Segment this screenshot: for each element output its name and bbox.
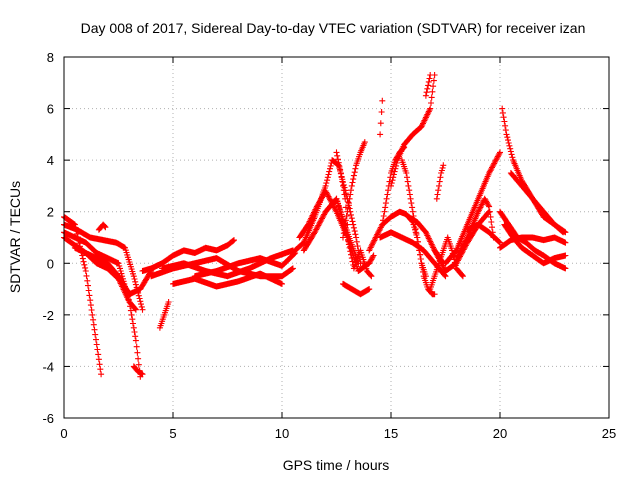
- y-tick-label: 2: [47, 205, 54, 220]
- series-arc-20: [340, 280, 373, 298]
- axis-ticks: 0 5 10 15 20 25 -6 -4 -2 0 2 4 6 8: [42, 50, 616, 441]
- y-tick-label: -4: [42, 359, 54, 374]
- x-tick-label: 10: [275, 426, 289, 441]
- series-markers: [377, 97, 386, 138]
- series-arc-8: [156, 299, 172, 331]
- series-markers: [442, 149, 503, 267]
- x-tick-label: 5: [169, 426, 176, 441]
- series-markers: [422, 72, 434, 99]
- series-markers: [95, 221, 109, 233]
- series-markers: [501, 221, 569, 267]
- x-tick-label: 0: [60, 426, 67, 441]
- series-arc-28: [422, 72, 434, 99]
- series-arc-13: [191, 250, 299, 280]
- series-arc-27: [388, 72, 438, 189]
- y-tick-label: 6: [47, 102, 54, 117]
- series-markers: [388, 72, 438, 189]
- series-markers: [453, 195, 497, 262]
- series-markers: [340, 280, 373, 298]
- y-tick-label: 4: [47, 153, 54, 168]
- series-markers: [71, 244, 139, 313]
- series-arc-5: [71, 244, 139, 313]
- y-tick-label: -2: [42, 308, 54, 323]
- series-arc-34: [464, 221, 503, 246]
- series-arc-12: [170, 270, 285, 290]
- series-arc-25: [398, 157, 438, 298]
- series-arc-39: [507, 170, 567, 236]
- series-markers: [191, 250, 299, 280]
- x-tick-label: 25: [602, 426, 616, 441]
- x-axis-label: GPS time / hours: [283, 457, 390, 473]
- series-arc-6: [95, 221, 109, 233]
- y-tick-label: 0: [47, 256, 54, 271]
- series-markers: [130, 363, 146, 378]
- series-markers: [170, 270, 285, 290]
- y-tick-label: -6: [42, 411, 54, 426]
- x-tick-label: 20: [493, 426, 507, 441]
- data-marks: [61, 72, 569, 380]
- x-tick-label: 15: [384, 426, 398, 441]
- series-markers: [139, 237, 237, 274]
- series-arc-19: [340, 139, 368, 241]
- series-arc-38: [501, 221, 569, 267]
- series-arc-30: [433, 162, 447, 202]
- series-markers: [433, 162, 447, 202]
- series-arc-9: [139, 237, 237, 274]
- series-markers: [464, 221, 503, 246]
- series-arc-24: [377, 97, 386, 138]
- plot-frame: [63, 56, 610, 419]
- chart-title: Day 008 of 2017, Sidereal Day-to-day VTE…: [81, 20, 586, 36]
- y-tick-label: 8: [47, 50, 54, 65]
- series-markers: [507, 170, 567, 236]
- series-arc-33: [453, 195, 497, 262]
- series-arc-32: [442, 149, 503, 267]
- series-markers: [156, 299, 172, 331]
- series-arc-7: [130, 363, 146, 378]
- series-markers: [340, 139, 368, 241]
- y-axis-label: SDTVAR / TECUs: [7, 181, 23, 293]
- series-markers: [398, 157, 438, 298]
